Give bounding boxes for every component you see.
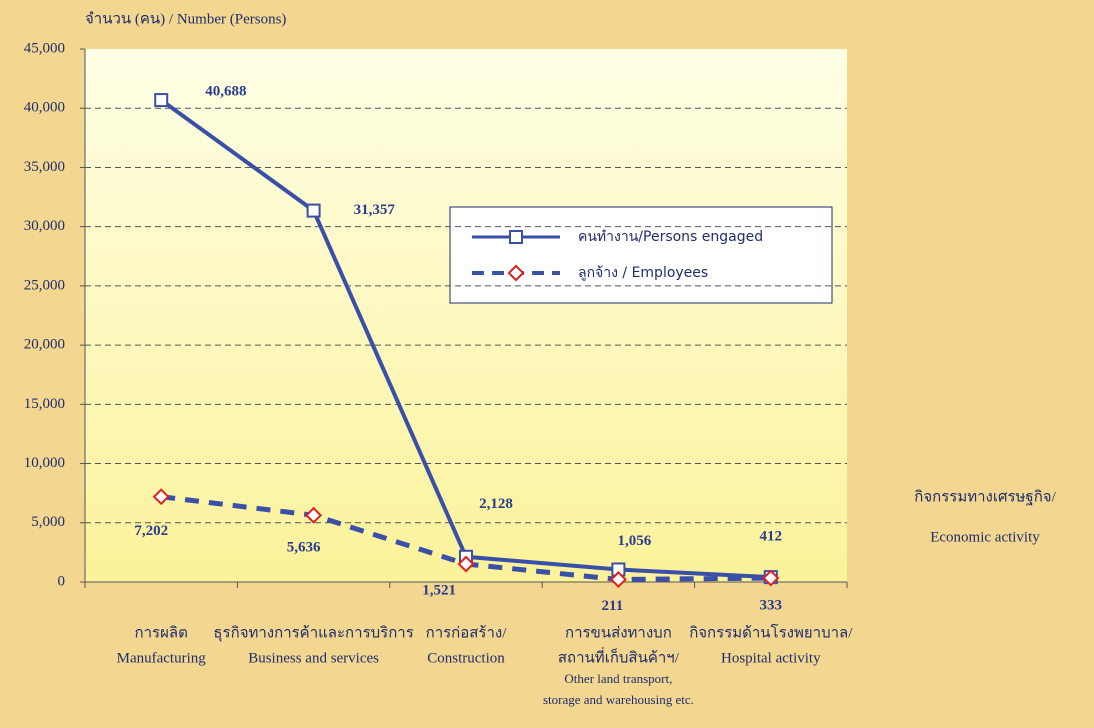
data-label: 333: [760, 597, 783, 613]
x-tick-label: Other land transport,: [564, 671, 672, 686]
x-tick-label: Hospital activity: [721, 650, 821, 666]
y-tick-label: 25,000: [24, 277, 65, 293]
x-tick-label: Manufacturing: [117, 650, 207, 666]
marker: [154, 93, 169, 108]
marker: [457, 555, 475, 573]
data-label: 211: [602, 598, 624, 614]
data-label: 1,056: [618, 533, 652, 549]
x-tick-label: storage and warehousing etc.: [543, 692, 694, 707]
data-label: 7,202: [134, 523, 168, 539]
legend-label: ลูกจ้าง / Employees: [578, 265, 708, 281]
x-tick-label: กิจกรรมด้านโรงพยาบาล/: [689, 623, 853, 641]
y-tick-label: 20,000: [24, 337, 65, 353]
x-tick-label: Business and services: [248, 650, 379, 666]
marker: [762, 569, 780, 587]
data-label: 412: [760, 529, 783, 545]
marker: [305, 506, 323, 524]
x-axis-label: Economic activity: [930, 529, 1040, 545]
x-tick-label: ธุรกิจทางการค้าและการบริการ: [213, 624, 413, 642]
y-tick-label: 35,000: [24, 159, 65, 175]
x-tick-label: การขนส่งทางบก: [565, 625, 672, 641]
x-tick-label: สถานที่เก็บสินค้าฯ/: [558, 646, 680, 666]
x-axis-label: กิจกรรมทางเศรษฐกิจ/: [914, 488, 1056, 505]
y-tick-label: 0: [58, 573, 66, 589]
data-label: 2,128: [479, 496, 513, 512]
data-label: 40,688: [205, 84, 246, 100]
marker: [609, 571, 627, 588]
x-tick-label: Construction: [427, 650, 505, 666]
x-tick-label: การผลิต: [135, 624, 188, 641]
data-label: 31,357: [354, 202, 396, 218]
y-tick-label: 15,000: [24, 396, 65, 412]
y-tick-label: 10,000: [24, 455, 65, 471]
marker: [152, 488, 170, 506]
legend-label: คนทำงาน/Persons engaged: [578, 229, 763, 245]
legend: [449, 206, 833, 304]
y-axis-label: จำนวน (คน) / Number (Persons): [85, 10, 286, 27]
y-tick-label: 40,000: [24, 100, 65, 116]
data-label: 5,636: [287, 540, 321, 556]
legend-marker: [509, 230, 523, 244]
x-tick-label: การก่อสร้าง/: [426, 624, 508, 641]
y-tick-label: 45,000: [24, 40, 65, 56]
y-tick-label: 5,000: [31, 514, 65, 530]
legend-marker: [507, 264, 525, 282]
data-label: 1,521: [422, 582, 456, 598]
y-tick-label: 30,000: [24, 218, 65, 234]
marker: [306, 203, 321, 218]
